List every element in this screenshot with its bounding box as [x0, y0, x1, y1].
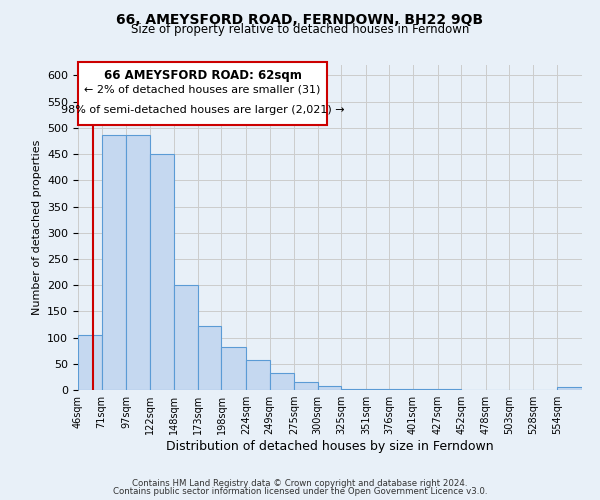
Y-axis label: Number of detached properties: Number of detached properties: [32, 140, 41, 315]
X-axis label: Distribution of detached houses by size in Ferndown: Distribution of detached houses by size …: [166, 440, 494, 453]
Text: ← 2% of detached houses are smaller (31): ← 2% of detached houses are smaller (31): [85, 84, 321, 94]
Text: 98% of semi-detached houses are larger (2,021) →: 98% of semi-detached houses are larger (…: [61, 104, 344, 115]
Text: Contains HM Land Registry data © Crown copyright and database right 2024.: Contains HM Land Registry data © Crown c…: [132, 478, 468, 488]
Bar: [174, 285, 198, 390]
Bar: [126, 134, 150, 390]
Text: Size of property relative to detached houses in Ferndown: Size of property relative to detached ho…: [131, 22, 469, 36]
Bar: [557, 388, 582, 390]
Bar: [318, 386, 341, 390]
Bar: [246, 360, 269, 390]
Text: 66 AMEYSFORD ROAD: 62sqm: 66 AMEYSFORD ROAD: 62sqm: [104, 69, 302, 82]
Bar: [366, 389, 389, 390]
Text: 66, AMEYSFORD ROAD, FERNDOWN, BH22 9QB: 66, AMEYSFORD ROAD, FERNDOWN, BH22 9QB: [116, 12, 484, 26]
FancyBboxPatch shape: [78, 62, 327, 126]
Bar: [221, 347, 246, 390]
Text: Contains public sector information licensed under the Open Government Licence v3: Contains public sector information licen…: [113, 487, 487, 496]
Bar: [198, 326, 221, 390]
Bar: [341, 389, 366, 390]
Bar: [150, 154, 174, 390]
Bar: [269, 372, 294, 390]
Bar: [294, 382, 318, 390]
Bar: [78, 335, 101, 390]
Bar: [101, 134, 126, 390]
